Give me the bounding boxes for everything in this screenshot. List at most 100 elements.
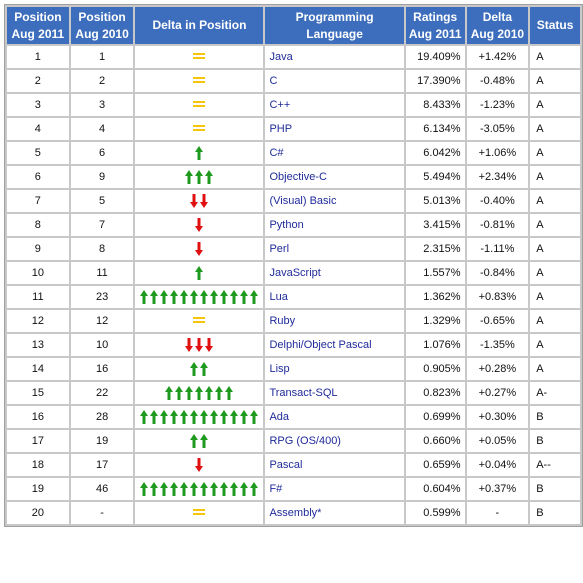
language-link[interactable]: PHP [265, 118, 404, 140]
rating-cell: 19.409% [405, 46, 465, 68]
position-2011-cell: 20 [7, 502, 69, 524]
language-link[interactable]: (Visual) Basic [265, 190, 404, 212]
header-delta-rating[interactable]: Delta Aug 2010 [466, 7, 529, 44]
arrow-up-icon [190, 362, 199, 376]
arrow-up-icon [210, 290, 219, 304]
delta-rating-cell: -1.23% [466, 94, 529, 116]
language-link[interactable]: Ada [265, 406, 404, 428]
language-link[interactable]: Perl [265, 238, 404, 260]
arrow-up-icon [195, 146, 204, 160]
delta-indicator [139, 336, 259, 354]
position-2010-cell: 6 [70, 142, 134, 164]
arrow-up-icon [215, 386, 224, 400]
language-link[interactable]: C# [265, 142, 404, 164]
arrow-up-icon [240, 290, 249, 304]
delta-rating-cell: +0.30% [466, 406, 529, 428]
status-cell: A [530, 190, 580, 212]
delta-indicator [139, 408, 259, 426]
language-link[interactable]: Ruby [265, 310, 404, 332]
table-row: 9 8 Perl 2.315% -1.11% A [7, 238, 580, 260]
language-link[interactable]: Delphi/Object Pascal [265, 334, 404, 356]
header-position-2010[interactable]: Position Aug 2010 [70, 7, 134, 44]
status-cell: A [530, 166, 580, 188]
rating-cell: 8.433% [405, 94, 465, 116]
rating-cell: 0.599% [405, 502, 465, 524]
table-body: 1 1 Java 19.409% +1.42% A 2 2 C 17.390% … [7, 46, 580, 524]
language-link[interactable]: Python [265, 214, 404, 236]
table-row: 1 1 Java 19.409% +1.42% A [7, 46, 580, 68]
delta-indicator [139, 384, 259, 402]
status-cell: A [530, 214, 580, 236]
arrow-up-icon [220, 410, 229, 424]
arrow-up-icon [180, 410, 189, 424]
delta-rating-cell: -0.40% [466, 190, 529, 212]
language-link[interactable]: RPG (OS/400) [265, 430, 404, 452]
arrow-up-icon [200, 482, 209, 496]
arrow-up-icon [230, 482, 239, 496]
delta-rating-cell: - [466, 502, 529, 524]
table-row: 15 22 Transact-SQL 0.823% +0.27% A- [7, 382, 580, 404]
language-link[interactable]: Lua [265, 286, 404, 308]
arrow-up-icon [200, 410, 209, 424]
arrow-up-icon [250, 482, 259, 496]
delta-indicator [139, 240, 259, 258]
delta-rating-cell: -0.48% [466, 70, 529, 92]
delta-indicator [139, 120, 259, 138]
header-status[interactable]: Status [530, 7, 580, 44]
delta-rating-cell: +1.06% [466, 142, 529, 164]
status-cell: A [530, 286, 580, 308]
arrow-down-icon [195, 218, 204, 232]
position-2011-cell: 8 [7, 214, 69, 236]
header-position-2011[interactable]: Position Aug 2011 [7, 7, 69, 44]
table-row: 4 4 PHP 6.134% -3.05% A [7, 118, 580, 140]
arrow-up-icon [150, 290, 159, 304]
language-link[interactable]: C++ [265, 94, 404, 116]
language-link[interactable]: F# [265, 478, 404, 500]
position-2010-cell: 12 [70, 310, 134, 332]
arrow-up-icon [140, 482, 149, 496]
arrow-up-icon [210, 410, 219, 424]
delta-rating-cell: +0.05% [466, 430, 529, 452]
language-link[interactable]: Transact-SQL [265, 382, 404, 404]
delta-indicator [139, 96, 259, 114]
arrow-up-icon [200, 362, 209, 376]
arrow-up-icon [160, 410, 169, 424]
tiobe-index-container: Position Aug 2011 Position Aug 2010 Delta … [4, 4, 583, 527]
position-2011-cell: 18 [7, 454, 69, 476]
header-language[interactable]: Programming Language [265, 7, 404, 44]
rating-cell: 0.659% [405, 454, 465, 476]
header-ratings[interactable]: Ratings Aug 2011 [405, 7, 465, 44]
position-2010-cell: 23 [70, 286, 134, 308]
delta-position-cell [135, 430, 264, 452]
position-2010-cell: 10 [70, 334, 134, 356]
table-row: 16 28 Ada 0.699% +0.30% B [7, 406, 580, 428]
delta-rating-cell: -0.81% [466, 214, 529, 236]
table-row: 13 10 Delphi/Object Pascal 1.076% -1.35%… [7, 334, 580, 356]
position-2011-cell: 19 [7, 478, 69, 500]
language-link[interactable]: Java [265, 46, 404, 68]
language-link[interactable]: Objective-C [265, 166, 404, 188]
status-cell: A [530, 238, 580, 260]
delta-position-cell [135, 478, 264, 500]
arrow-up-icon [220, 290, 229, 304]
delta-indicator [139, 504, 259, 522]
position-2011-cell: 12 [7, 310, 69, 332]
language-link[interactable]: JavaScript [265, 262, 404, 284]
language-link[interactable]: Assembly* [265, 502, 404, 524]
arrow-down-icon [190, 194, 199, 208]
table-row: 8 7 Python 3.415% -0.81% A [7, 214, 580, 236]
header-row: Position Aug 2011 Position Aug 2010 Delta … [7, 7, 580, 44]
position-2011-cell: 10 [7, 262, 69, 284]
arrow-up-icon [140, 410, 149, 424]
position-2010-cell: 19 [70, 430, 134, 452]
rating-cell: 1.076% [405, 334, 465, 356]
language-link[interactable]: Pascal [265, 454, 404, 476]
arrow-up-icon [160, 290, 169, 304]
rating-cell: 5.013% [405, 190, 465, 212]
language-link[interactable]: C [265, 70, 404, 92]
arrow-down-icon [205, 338, 214, 352]
tiobe-index-table: Position Aug 2011 Position Aug 2010 Delta … [4, 4, 583, 527]
header-delta-position[interactable]: Delta in Position [135, 7, 264, 44]
language-link[interactable]: Lisp [265, 358, 404, 380]
position-2011-cell: 14 [7, 358, 69, 380]
